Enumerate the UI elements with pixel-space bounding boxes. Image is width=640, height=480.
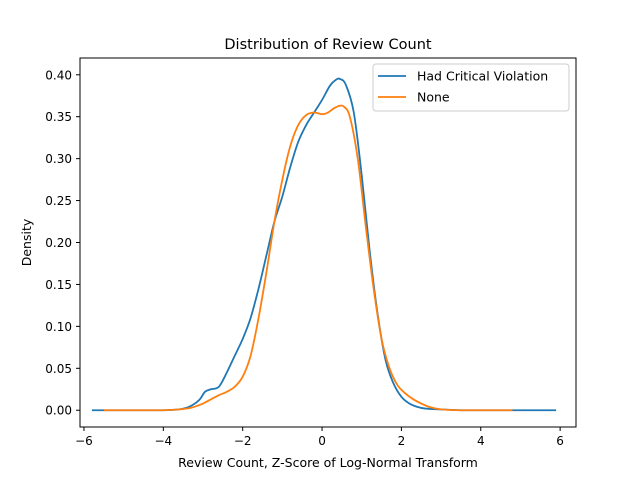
y-tick-label: 0.20 — [45, 236, 72, 250]
y-tick-label: 0.10 — [45, 320, 72, 334]
y-tick-label: 0.35 — [45, 110, 72, 124]
y-tick-label: 0.30 — [45, 152, 72, 166]
y-tick-label: 0.40 — [45, 68, 72, 82]
series-line-had-critical-violation — [91, 77, 557, 412]
x-tick-label: −2 — [234, 434, 252, 448]
y-tick-label: 0.00 — [45, 404, 72, 418]
legend-label-had-critical-violation: Had Critical Violation — [417, 69, 548, 84]
x-tick-label: −6 — [75, 434, 93, 448]
x-axis: −6 −4 −2 0 2 4 6 — [75, 427, 564, 448]
chart-title: Distribution of Review Count — [224, 37, 432, 53]
y-axis: 0.00 0.05 0.10 0.15 0.20 0.25 0.30 0.35 0.40 — [45, 68, 80, 418]
x-tick-label: 6 — [556, 434, 564, 448]
x-tick-label: −4 — [154, 434, 172, 448]
legend: Had Critical Violation None — [372, 63, 570, 112]
y-tick-label: 0.15 — [45, 278, 72, 292]
series-line-none — [103, 104, 513, 412]
legend-label-none: None — [417, 90, 450, 105]
legend-box — [372, 63, 570, 112]
x-tick-label: 2 — [398, 434, 406, 448]
x-axis-label: Review Count, Z-Score of Log-Normal Tran… — [178, 455, 478, 470]
plot-area — [91, 77, 557, 412]
y-tick-label: 0.25 — [45, 194, 72, 208]
x-tick-label: 0 — [318, 434, 326, 448]
x-tick-label: 4 — [477, 434, 485, 448]
y-tick-label: 0.05 — [45, 362, 72, 376]
y-axis-label: Density — [19, 218, 34, 266]
